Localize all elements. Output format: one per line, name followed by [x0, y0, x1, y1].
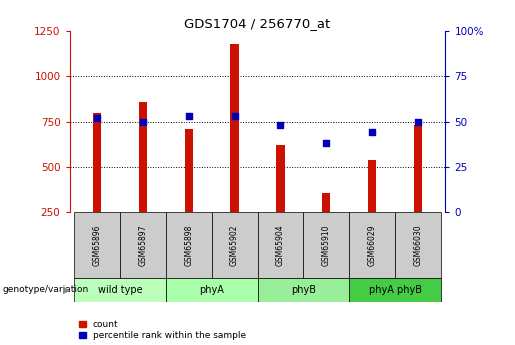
Bar — [120, 212, 166, 278]
Bar — [414, 125, 422, 257]
Bar — [230, 44, 239, 257]
Text: ▶: ▶ — [63, 285, 71, 295]
Text: GSM65897: GSM65897 — [139, 224, 147, 266]
Text: phyA phyB: phyA phyB — [369, 285, 422, 295]
Bar — [303, 212, 349, 278]
Bar — [212, 212, 258, 278]
Point — [139, 119, 147, 125]
Bar — [258, 278, 349, 302]
Point — [277, 122, 285, 128]
Bar — [368, 160, 376, 257]
Bar — [395, 212, 441, 278]
Text: GSM65902: GSM65902 — [230, 224, 239, 266]
Text: GSM65896: GSM65896 — [93, 224, 101, 266]
Text: GSM66030: GSM66030 — [414, 224, 422, 266]
Bar — [349, 212, 395, 278]
Point — [184, 114, 193, 119]
Title: GDS1704 / 256770_at: GDS1704 / 256770_at — [184, 17, 331, 30]
Legend: count, percentile rank within the sample: count, percentile rank within the sample — [79, 320, 246, 341]
Point — [414, 119, 422, 125]
Text: wild type: wild type — [98, 285, 142, 295]
Text: genotype/variation: genotype/variation — [3, 285, 89, 294]
Bar — [166, 278, 258, 302]
Bar — [139, 102, 147, 257]
Bar — [258, 212, 303, 278]
Point — [230, 114, 238, 119]
Bar — [93, 112, 101, 257]
Text: GSM66029: GSM66029 — [368, 224, 376, 266]
Point — [322, 141, 331, 146]
Point — [368, 130, 376, 135]
Bar — [277, 145, 285, 257]
Text: GSM65910: GSM65910 — [322, 224, 331, 266]
Text: phyA: phyA — [199, 285, 224, 295]
Bar — [74, 278, 166, 302]
Bar — [322, 193, 331, 257]
Bar — [184, 129, 193, 257]
Bar — [74, 212, 120, 278]
Bar — [166, 212, 212, 278]
Text: phyB: phyB — [291, 285, 316, 295]
Point — [93, 115, 101, 121]
Bar — [349, 278, 441, 302]
Text: GSM65904: GSM65904 — [276, 224, 285, 266]
Text: GSM65898: GSM65898 — [184, 224, 193, 266]
